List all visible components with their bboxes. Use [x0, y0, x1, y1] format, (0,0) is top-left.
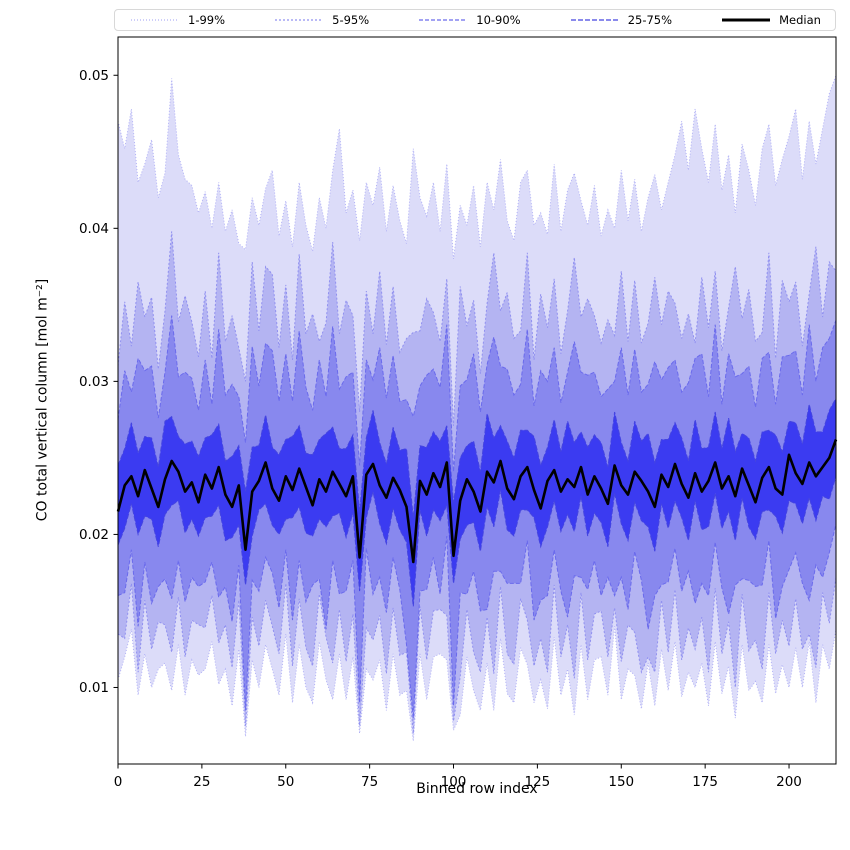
y-tick-label: 0.02 [79, 527, 109, 543]
legend-item: 25-75% [569, 13, 672, 27]
x-tick-label: 200 [776, 774, 802, 790]
axes-border [117, 36, 837, 765]
x-tick-label: 0 [114, 774, 123, 790]
legend-item: Median [720, 13, 821, 27]
median-line [116, 439, 838, 564]
x-tick-label: 125 [525, 774, 551, 790]
y-tick-label: 0.04 [79, 221, 109, 237]
legend-label: 5-95% [332, 13, 370, 27]
x-tick-label: 150 [608, 774, 634, 790]
x-tick-label: 75 [361, 774, 378, 790]
band-edge-p5 [117, 577, 837, 734]
band-edge-p75 [117, 397, 837, 518]
legend-label: 10-90% [476, 13, 521, 27]
legend-item: 5-95% [273, 13, 369, 27]
legend-line-sample-icon [722, 18, 771, 22]
y-axis-label: CO total vertical column [mol m⁻²] [34, 278, 51, 522]
x-tick-label: 25 [193, 774, 210, 790]
legend-label: 25-75% [627, 13, 673, 27]
legend-line-sample-icon [419, 19, 468, 21]
band-edge-p10 [117, 523, 837, 719]
y-tick-label: 0.01 [79, 680, 109, 696]
x-axis-label: Binned row index [416, 781, 538, 797]
legend: 1-99% 5-95% 10-90% 25-75% Median [114, 9, 836, 31]
legend-item: 1-99% [129, 13, 225, 27]
band-edge-p25 [117, 476, 837, 607]
x-tick-label: 50 [277, 774, 294, 790]
x-tick-label: 100 [441, 774, 467, 790]
legend-line-sample-icon [131, 19, 179, 21]
y-tick-label: 0.03 [79, 374, 109, 390]
x-tick-label: 175 [692, 774, 718, 790]
legend-label: 1-99% [188, 13, 226, 27]
legend-line-sample-icon [275, 19, 324, 21]
legend-item: 10-90% [417, 13, 521, 27]
band-edge-p95 [117, 231, 837, 426]
band-edge-p90 [117, 315, 837, 472]
y-tick-label: 0.05 [79, 68, 109, 84]
legend-line-sample-icon [570, 19, 619, 21]
legend-label: Median [779, 13, 821, 27]
